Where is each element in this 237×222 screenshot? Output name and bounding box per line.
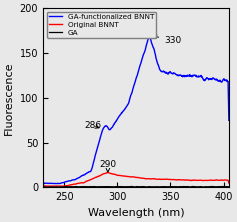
X-axis label: Wavelength (nm): Wavelength (nm) bbox=[88, 208, 184, 218]
Legend: GA-functionalized BNNT, Original BNNT, GA: GA-functionalized BNNT, Original BNNT, G… bbox=[47, 12, 156, 38]
Y-axis label: Fluorescence: Fluorescence bbox=[4, 61, 14, 135]
Text: 290: 290 bbox=[99, 160, 116, 172]
Text: 330: 330 bbox=[153, 35, 181, 45]
Text: 286: 286 bbox=[85, 121, 102, 130]
